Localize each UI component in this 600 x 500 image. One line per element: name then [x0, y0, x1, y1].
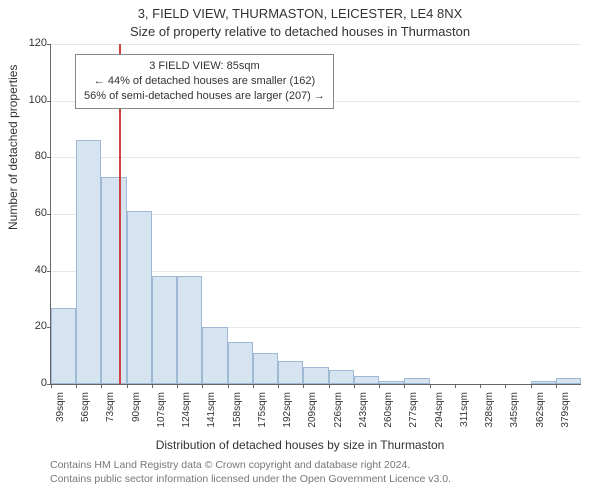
histogram-bar: [228, 342, 253, 385]
x-tick-mark: [455, 384, 456, 388]
histogram-bar: [127, 211, 152, 384]
x-tick-label: 124sqm: [181, 392, 192, 432]
x-tick-mark: [51, 384, 52, 388]
y-tick-label: 0: [17, 377, 47, 389]
y-tick-label: 120: [17, 37, 47, 49]
histogram-bar: [101, 177, 126, 384]
chart-title-line2: Size of property relative to detached ho…: [0, 24, 600, 39]
x-tick-label: 158sqm: [232, 392, 243, 432]
x-tick-label: 362sqm: [535, 392, 546, 432]
annotation-line3: 56% of semi-detached houses are larger (…: [84, 89, 325, 104]
x-tick-mark: [76, 384, 77, 388]
x-tick-label: 345sqm: [509, 392, 520, 432]
x-tick-label: 311sqm: [459, 392, 470, 432]
x-tick-mark: [228, 384, 229, 388]
x-tick-mark: [379, 384, 380, 388]
histogram-bar: [329, 370, 354, 384]
x-tick-mark: [354, 384, 355, 388]
x-tick-mark: [127, 384, 128, 388]
y-tick-mark: [47, 157, 51, 158]
y-tick-label: 100: [17, 94, 47, 106]
x-tick-label: 379sqm: [560, 392, 571, 432]
x-tick-label: 192sqm: [282, 392, 293, 432]
histogram-bar: [278, 361, 303, 384]
x-tick-label: 90sqm: [131, 392, 142, 432]
x-tick-mark: [404, 384, 405, 388]
x-tick-label: 73sqm: [105, 392, 116, 432]
x-tick-label: 328sqm: [484, 392, 495, 432]
histogram-bar: [556, 378, 581, 384]
x-tick-mark: [556, 384, 557, 388]
x-tick-mark: [152, 384, 153, 388]
y-tick-label: 40: [17, 264, 47, 276]
histogram-bar: [177, 276, 202, 384]
y-tick-label: 60: [17, 207, 47, 219]
y-tick-label: 20: [17, 320, 47, 332]
histogram-bar: [531, 381, 556, 384]
x-tick-label: 226sqm: [333, 392, 344, 432]
histogram-bar: [76, 140, 101, 384]
x-axis-label: Distribution of detached houses by size …: [0, 438, 600, 452]
gridline: [51, 157, 581, 158]
x-tick-label: 209sqm: [307, 392, 318, 432]
histogram-bar: [253, 353, 278, 384]
x-tick-label: 294sqm: [434, 392, 445, 432]
histogram-bar: [152, 276, 177, 384]
histogram-bar: [404, 378, 429, 384]
annotation-line2: ← 44% of detached houses are smaller (16…: [84, 74, 325, 89]
histogram-bar: [51, 308, 76, 385]
x-tick-mark: [253, 384, 254, 388]
histogram-bar: [202, 327, 227, 384]
x-tick-label: 277sqm: [408, 392, 419, 432]
x-tick-mark: [278, 384, 279, 388]
y-tick-mark: [47, 44, 51, 45]
x-tick-mark: [303, 384, 304, 388]
y-tick-mark: [47, 101, 51, 102]
annotation-box: 3 FIELD VIEW: 85sqm ← 44% of detached ho…: [75, 54, 334, 109]
footer-line1: Contains HM Land Registry data © Crown c…: [50, 458, 580, 472]
x-tick-label: 56sqm: [80, 392, 91, 432]
y-tick-label: 80: [17, 150, 47, 162]
x-tick-mark: [531, 384, 532, 388]
x-tick-mark: [202, 384, 203, 388]
annotation-line1: 3 FIELD VIEW: 85sqm: [84, 59, 325, 74]
x-tick-mark: [480, 384, 481, 388]
y-tick-mark: [47, 271, 51, 272]
footer-attribution: Contains HM Land Registry data © Crown c…: [50, 458, 580, 486]
x-tick-mark: [101, 384, 102, 388]
y-axis-label: Number of detached properties: [6, 65, 20, 230]
x-tick-label: 243sqm: [358, 392, 369, 432]
chart-title-line1: 3, FIELD VIEW, THURMASTON, LEICESTER, LE…: [0, 6, 600, 21]
gridline: [51, 44, 581, 45]
x-tick-mark: [430, 384, 431, 388]
x-tick-label: 107sqm: [156, 392, 167, 432]
histogram-bar: [303, 367, 328, 384]
x-tick-label: 141sqm: [206, 392, 217, 432]
x-tick-label: 260sqm: [383, 392, 394, 432]
x-tick-mark: [505, 384, 506, 388]
x-tick-label: 39sqm: [55, 392, 66, 432]
histogram-bar: [379, 381, 404, 384]
footer-line2: Contains public sector information licen…: [50, 472, 580, 486]
chart-container: 3, FIELD VIEW, THURMASTON, LEICESTER, LE…: [0, 0, 600, 500]
x-tick-mark: [177, 384, 178, 388]
plot-area: 02040608010012039sqm56sqm73sqm90sqm107sq…: [50, 44, 581, 385]
y-tick-mark: [47, 214, 51, 215]
x-tick-mark: [329, 384, 330, 388]
x-tick-label: 175sqm: [257, 392, 268, 432]
histogram-bar: [354, 376, 379, 385]
